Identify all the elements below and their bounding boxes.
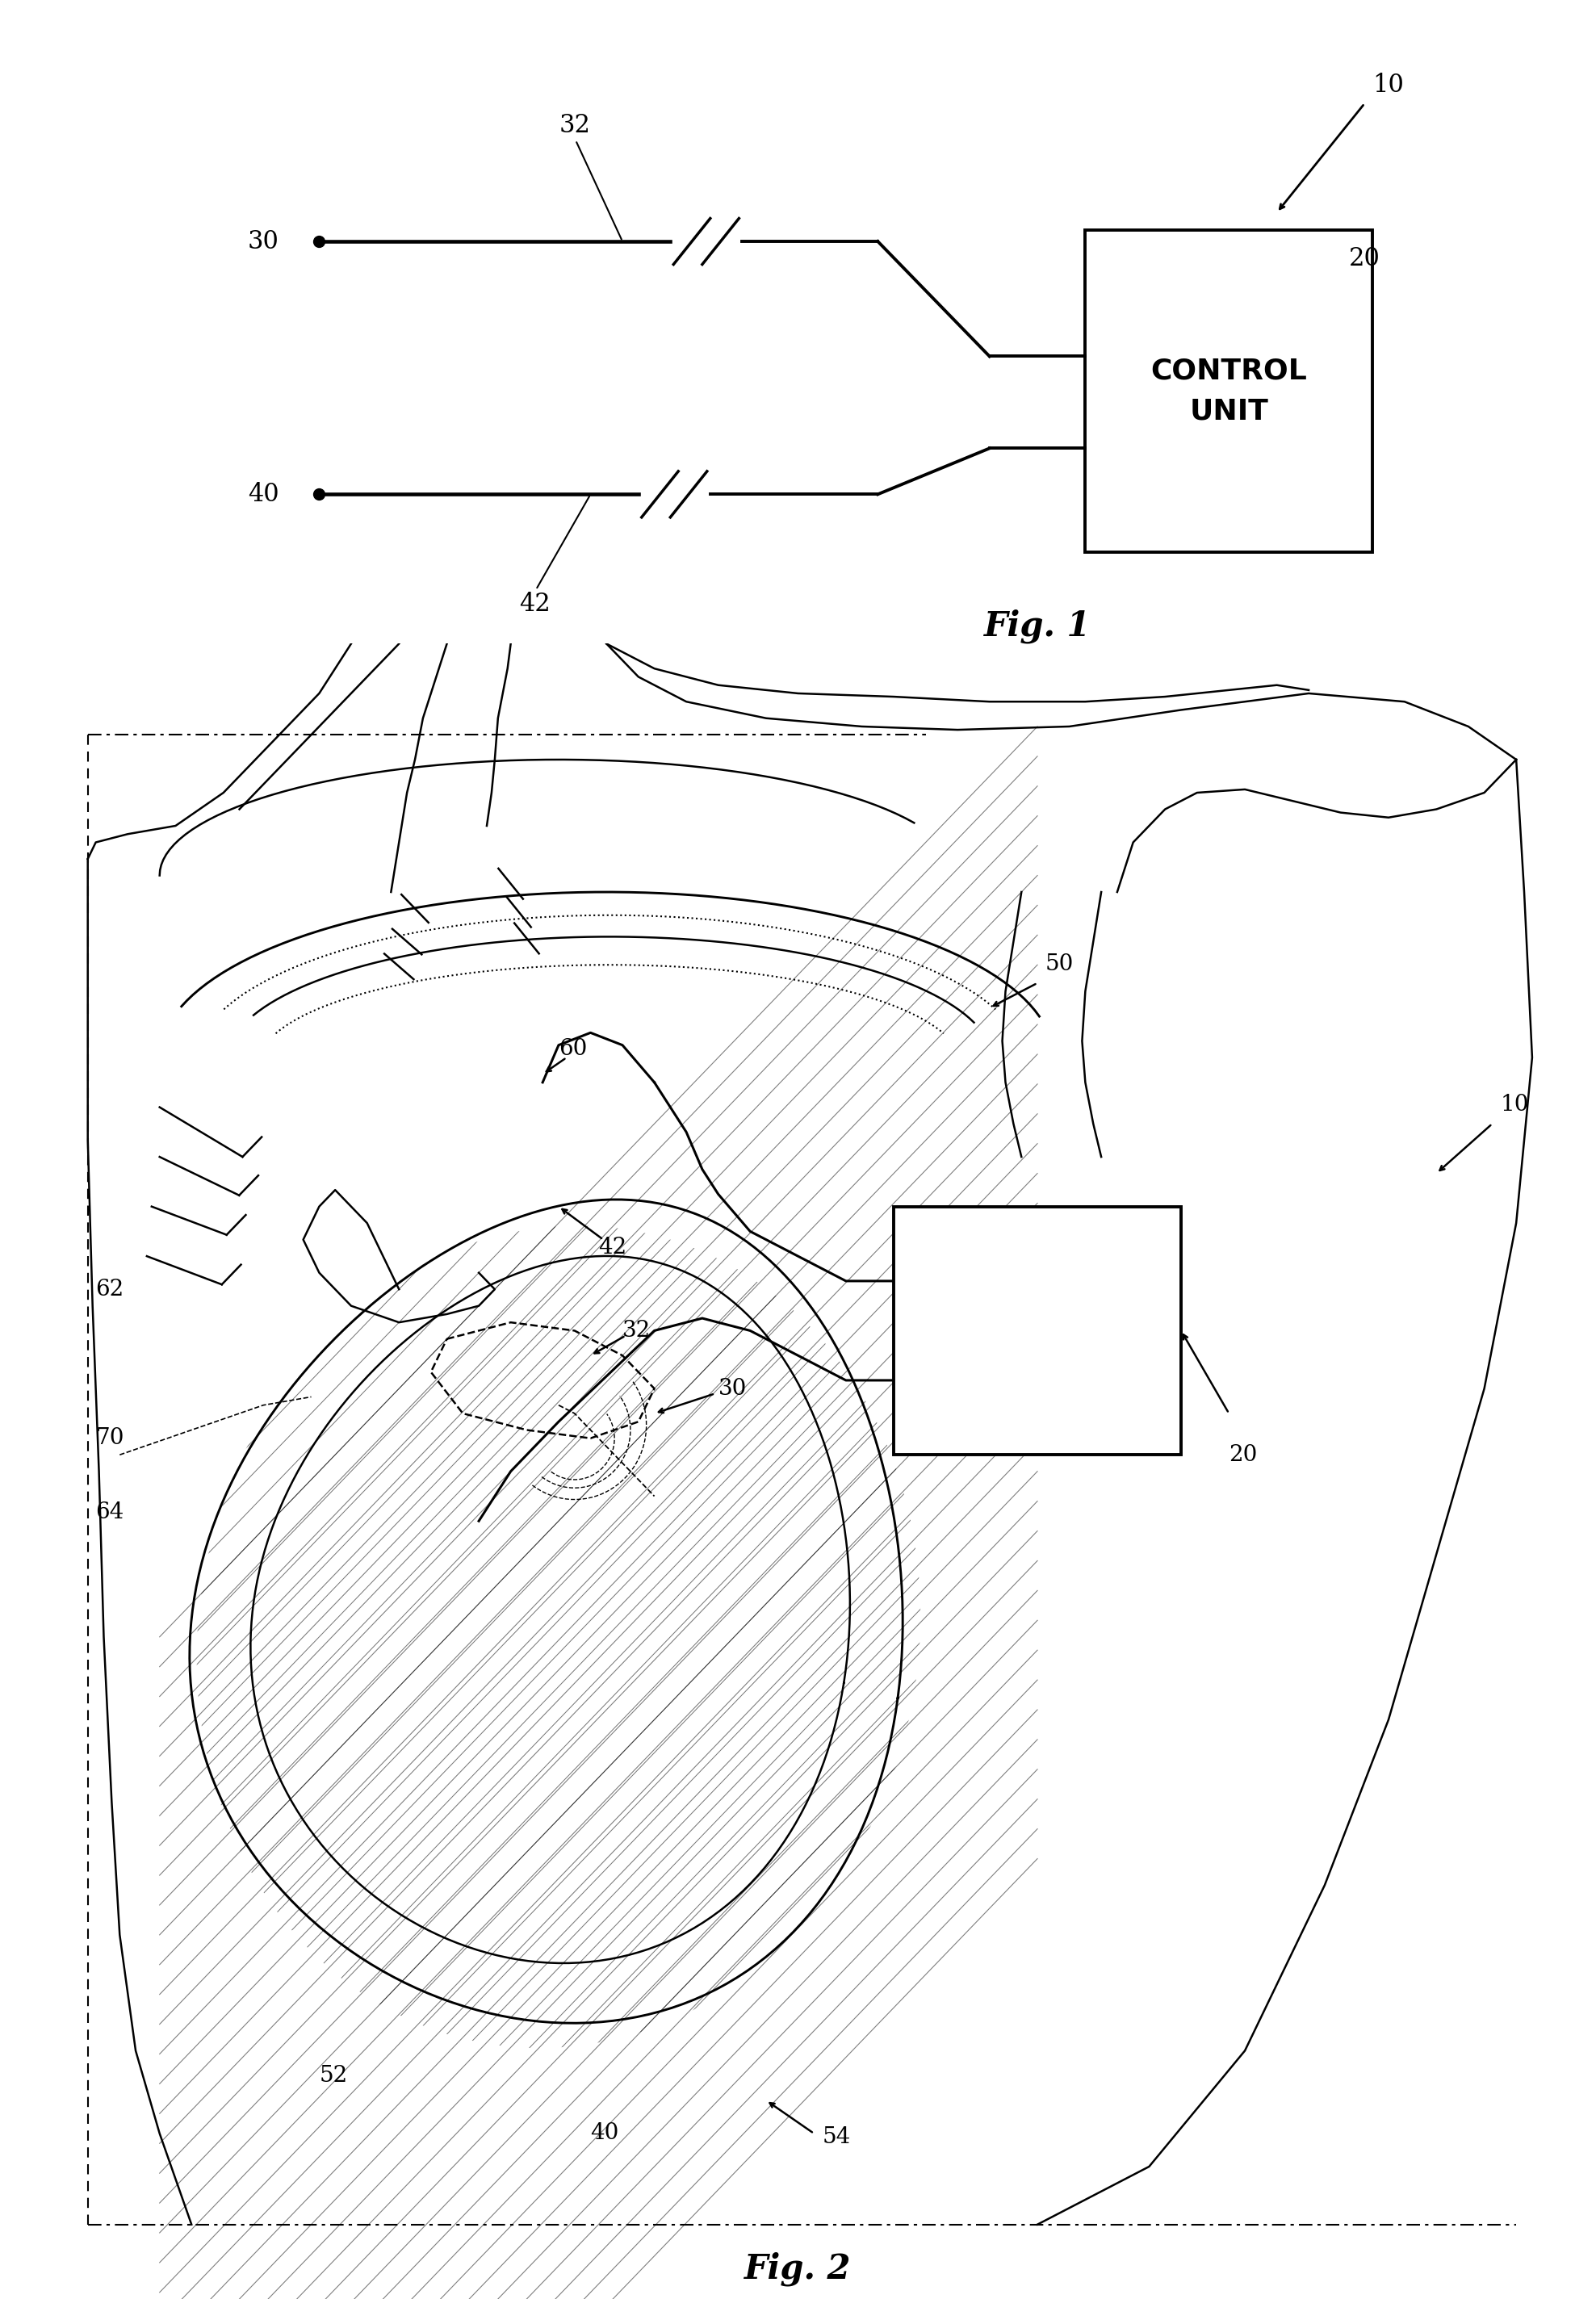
Text: 54: 54 (822, 2127, 851, 2147)
Text: 42: 42 (519, 497, 589, 616)
Text: 10: 10 (1373, 74, 1404, 97)
Text: Fig. 1: Fig. 1 (983, 609, 1092, 644)
Text: 32: 32 (559, 113, 621, 239)
Text: Fig. 2: Fig. 2 (744, 2251, 852, 2285)
FancyBboxPatch shape (1085, 230, 1373, 552)
Text: 20: 20 (1229, 1444, 1258, 1467)
Text: 60: 60 (559, 1039, 587, 1060)
Text: 30: 30 (247, 230, 279, 253)
Text: 20: 20 (1349, 246, 1381, 271)
Text: 70: 70 (96, 1428, 124, 1448)
Bar (894, 1207, 1181, 1455)
Text: 40: 40 (247, 483, 279, 506)
Text: CONTROL
UNIT: CONTROL UNIT (1151, 356, 1307, 425)
Text: 10: 10 (1500, 1094, 1529, 1115)
Text: 50: 50 (1045, 954, 1074, 975)
Text: 52: 52 (319, 2065, 348, 2087)
Text: 30: 30 (718, 1377, 747, 1400)
Text: 40: 40 (591, 2122, 619, 2145)
Text: 42: 42 (598, 1237, 627, 1260)
Text: 62: 62 (96, 1278, 124, 1301)
Text: 64: 64 (96, 1501, 124, 1524)
Text: 32: 32 (622, 1320, 651, 1343)
